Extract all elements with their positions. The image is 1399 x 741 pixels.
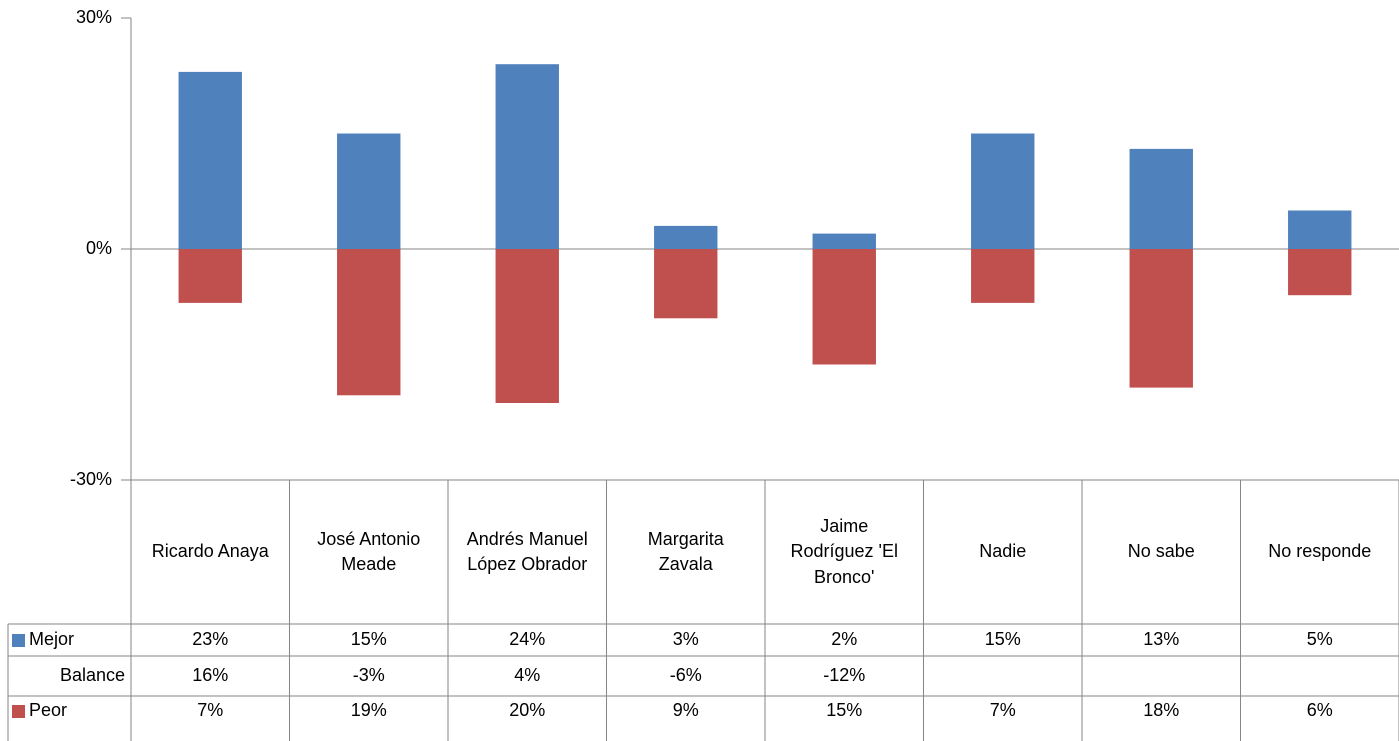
category-label: Andrés Manuel López Obrador [466, 528, 588, 574]
table-value: -6% [669, 665, 702, 686]
table-value: 7% [989, 700, 1016, 721]
legend-label: Balance [59, 665, 125, 686]
table-value: 2% [831, 629, 858, 650]
table-value: 7% [197, 700, 224, 721]
table-value: 13% [1143, 629, 1180, 650]
category-label: No sabe [1127, 541, 1195, 562]
bar [971, 249, 1035, 303]
bar [178, 249, 242, 303]
category-label: Margarita Zavala [647, 528, 724, 574]
bar [495, 249, 559, 403]
bar [654, 249, 718, 319]
bar [178, 71, 242, 250]
category-label: Nadie [979, 541, 1027, 562]
table-value: 15% [826, 700, 863, 721]
bar [1288, 210, 1352, 249]
bar [495, 64, 559, 249]
table-value: 9% [672, 700, 699, 721]
legend-swatch [12, 704, 25, 718]
table-value: 4% [514, 665, 541, 686]
bar [1129, 249, 1193, 388]
table-value: 19% [350, 700, 387, 721]
y-tick-label: -30% [70, 469, 112, 489]
bar [1129, 148, 1193, 249]
y-tick-label: 0% [86, 238, 112, 258]
bar [337, 249, 401, 396]
table-value: 18% [1143, 700, 1180, 721]
legend-label: Peor [29, 700, 68, 721]
legend-label: Mejor [29, 629, 75, 650]
table-value: 20% [509, 700, 546, 721]
table-value: 3% [672, 629, 699, 650]
category-label: Jaime Rodríguez 'El Bronco' [790, 516, 899, 587]
bar [971, 133, 1035, 249]
bar [654, 225, 718, 249]
table-value: 16% [192, 665, 229, 686]
category-label: José Antonio Meade [317, 528, 421, 574]
bar [812, 233, 876, 249]
legend-item: Peor [8, 696, 131, 726]
table-value: 15% [350, 629, 387, 650]
bar [337, 133, 401, 249]
table-value: 24% [509, 629, 546, 650]
table-value: 6% [1306, 700, 1333, 721]
legend-item: Balance [8, 656, 131, 696]
table-value: 15% [984, 629, 1021, 650]
legend-item: Mejor [8, 624, 131, 656]
bar [1288, 249, 1352, 296]
bar [812, 249, 876, 365]
y-tick-label: 30% [76, 7, 112, 27]
table-value: 23% [192, 629, 229, 650]
category-label: No responde [1268, 541, 1372, 562]
table-value: -3% [352, 665, 385, 686]
category-label: Ricardo Anaya [151, 541, 269, 562]
legend-swatch [12, 633, 25, 647]
table-value: -12% [823, 665, 866, 686]
table-value: 5% [1306, 629, 1333, 650]
